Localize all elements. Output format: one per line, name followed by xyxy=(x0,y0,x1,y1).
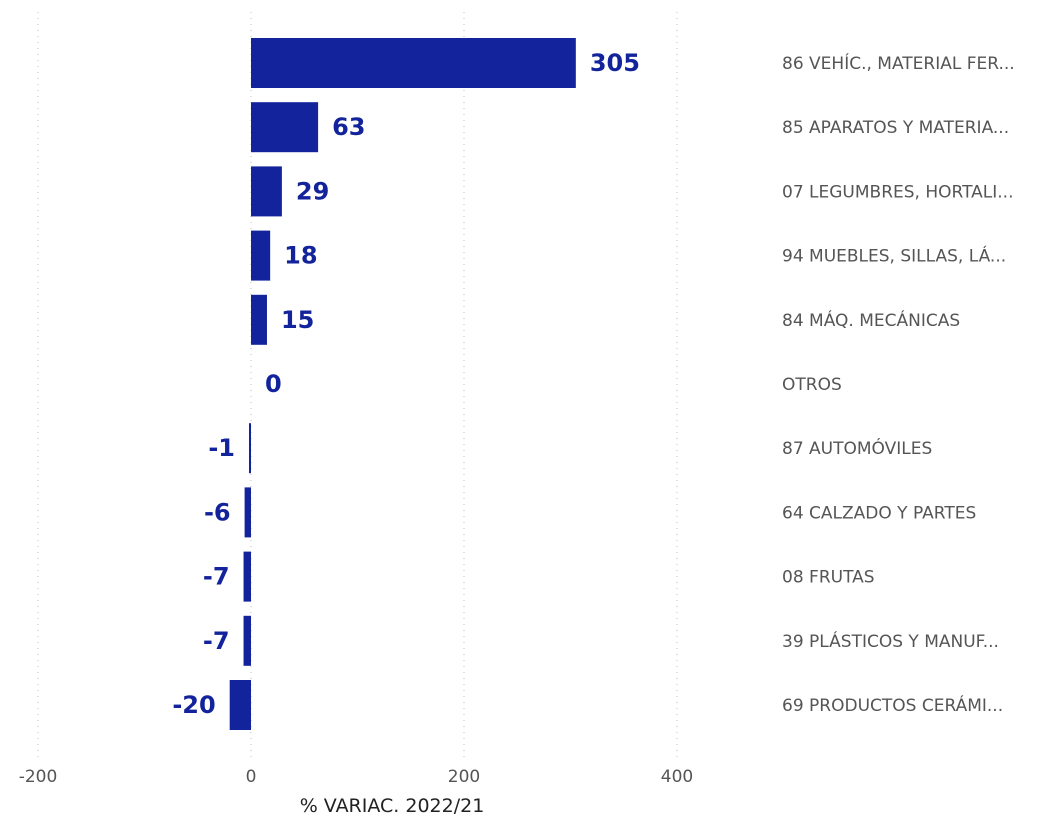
category-label: 64 CALZADO Y PARTES xyxy=(782,503,976,523)
value-label: 63 xyxy=(332,113,365,141)
bar xyxy=(251,294,267,345)
bar xyxy=(229,680,251,730)
category-labels: 86 VEHÍC., MATERIAL FER... 85 APARATOS Y … xyxy=(782,52,1015,716)
value-label: 0 xyxy=(265,370,282,398)
bar xyxy=(243,615,251,666)
category-label: 87 AUTOMÓVILES xyxy=(782,437,932,459)
value-labels: 305 63 29 18 15 0 -1 -6 -7 -7 -20 xyxy=(172,49,640,719)
category-label: 07 LEGUMBRES, HORTALI... xyxy=(782,182,1013,202)
bar xyxy=(251,166,282,217)
category-label: 39 PLÁSTICOS Y MANUF... xyxy=(782,630,999,652)
x-tick-label: 200 xyxy=(448,767,480,787)
bar xyxy=(249,423,251,474)
value-label: -20 xyxy=(172,691,215,719)
value-label: -1 xyxy=(208,434,235,462)
value-label: 18 xyxy=(284,242,317,270)
category-label: 08 FRUTAS xyxy=(782,568,875,588)
bar xyxy=(251,230,271,281)
category-label: 69 PRODUCTOS CERÁMI... xyxy=(782,694,1003,716)
value-label: -6 xyxy=(204,498,231,526)
category-label: 84 MÁQ. MECÁNICAS xyxy=(782,309,960,331)
value-label: 305 xyxy=(590,49,640,77)
x-tick-labels: -200 0 200 400 xyxy=(19,767,694,787)
bar xyxy=(251,38,576,88)
bar xyxy=(243,551,251,602)
x-tick-label: 0 xyxy=(246,767,257,787)
value-label: 29 xyxy=(296,177,329,205)
bar xyxy=(251,102,319,153)
value-label: 15 xyxy=(281,306,314,334)
x-axis-title: % VARIAC. 2022/21 xyxy=(300,795,485,817)
bars xyxy=(229,38,576,730)
value-label: -7 xyxy=(203,563,230,591)
category-label: 94 MUEBLES, SILLAS, LÁ... xyxy=(782,245,1006,267)
value-label: -7 xyxy=(203,627,230,655)
x-tick-label: 400 xyxy=(661,767,693,787)
category-label: 85 APARATOS Y MATERIA... xyxy=(782,118,1009,138)
x-tick-label: -200 xyxy=(19,767,58,787)
bar xyxy=(244,487,251,538)
category-label: OTROS xyxy=(782,375,842,395)
category-label: 86 VEHÍC., MATERIAL FER... xyxy=(782,52,1015,74)
